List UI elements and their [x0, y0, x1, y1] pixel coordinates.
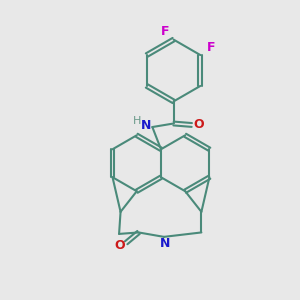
- Text: F: F: [161, 25, 170, 38]
- Text: N: N: [160, 237, 170, 250]
- Text: H: H: [133, 116, 141, 126]
- Text: O: O: [114, 239, 125, 252]
- Text: O: O: [193, 118, 204, 131]
- Text: F: F: [206, 41, 215, 54]
- Text: N: N: [141, 119, 151, 132]
